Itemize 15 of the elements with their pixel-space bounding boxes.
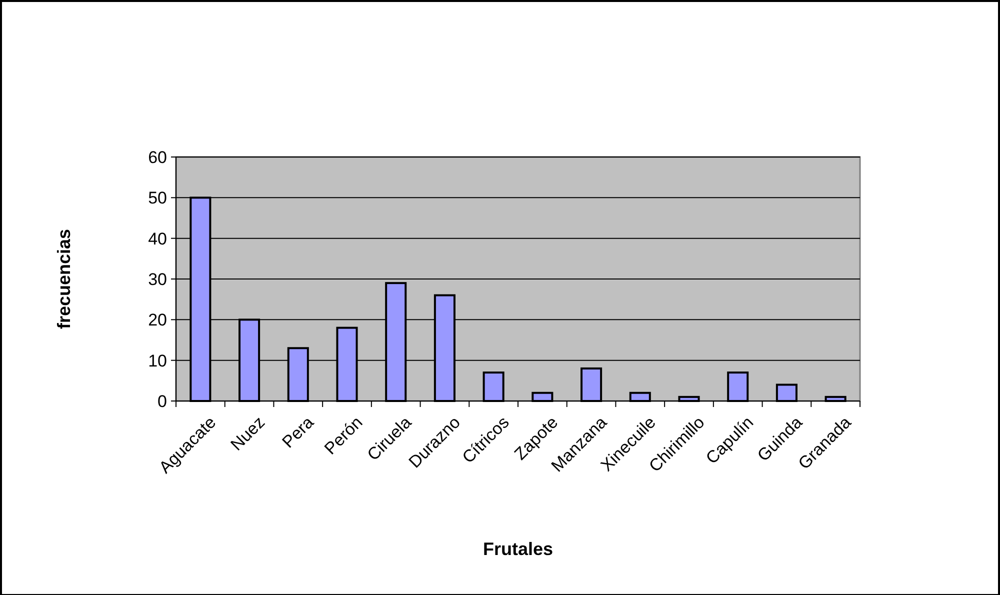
bar xyxy=(629,392,651,402)
bar xyxy=(532,392,554,402)
y-tick-label: 0 xyxy=(158,392,167,411)
y-tick-label: 50 xyxy=(148,188,167,208)
y-tick-label: 30 xyxy=(148,270,167,289)
bar xyxy=(727,372,749,402)
x-axis-title: Frutales xyxy=(482,539,554,559)
bar xyxy=(776,384,798,402)
y-tick-label: 40 xyxy=(148,229,167,248)
bar xyxy=(482,372,504,402)
y-tick-label: 60 xyxy=(148,148,167,167)
y-tick-label: 20 xyxy=(148,310,167,330)
y-axis-title: frecuencias xyxy=(54,228,74,330)
bar xyxy=(580,367,602,402)
y-tick-label: 10 xyxy=(148,351,167,370)
